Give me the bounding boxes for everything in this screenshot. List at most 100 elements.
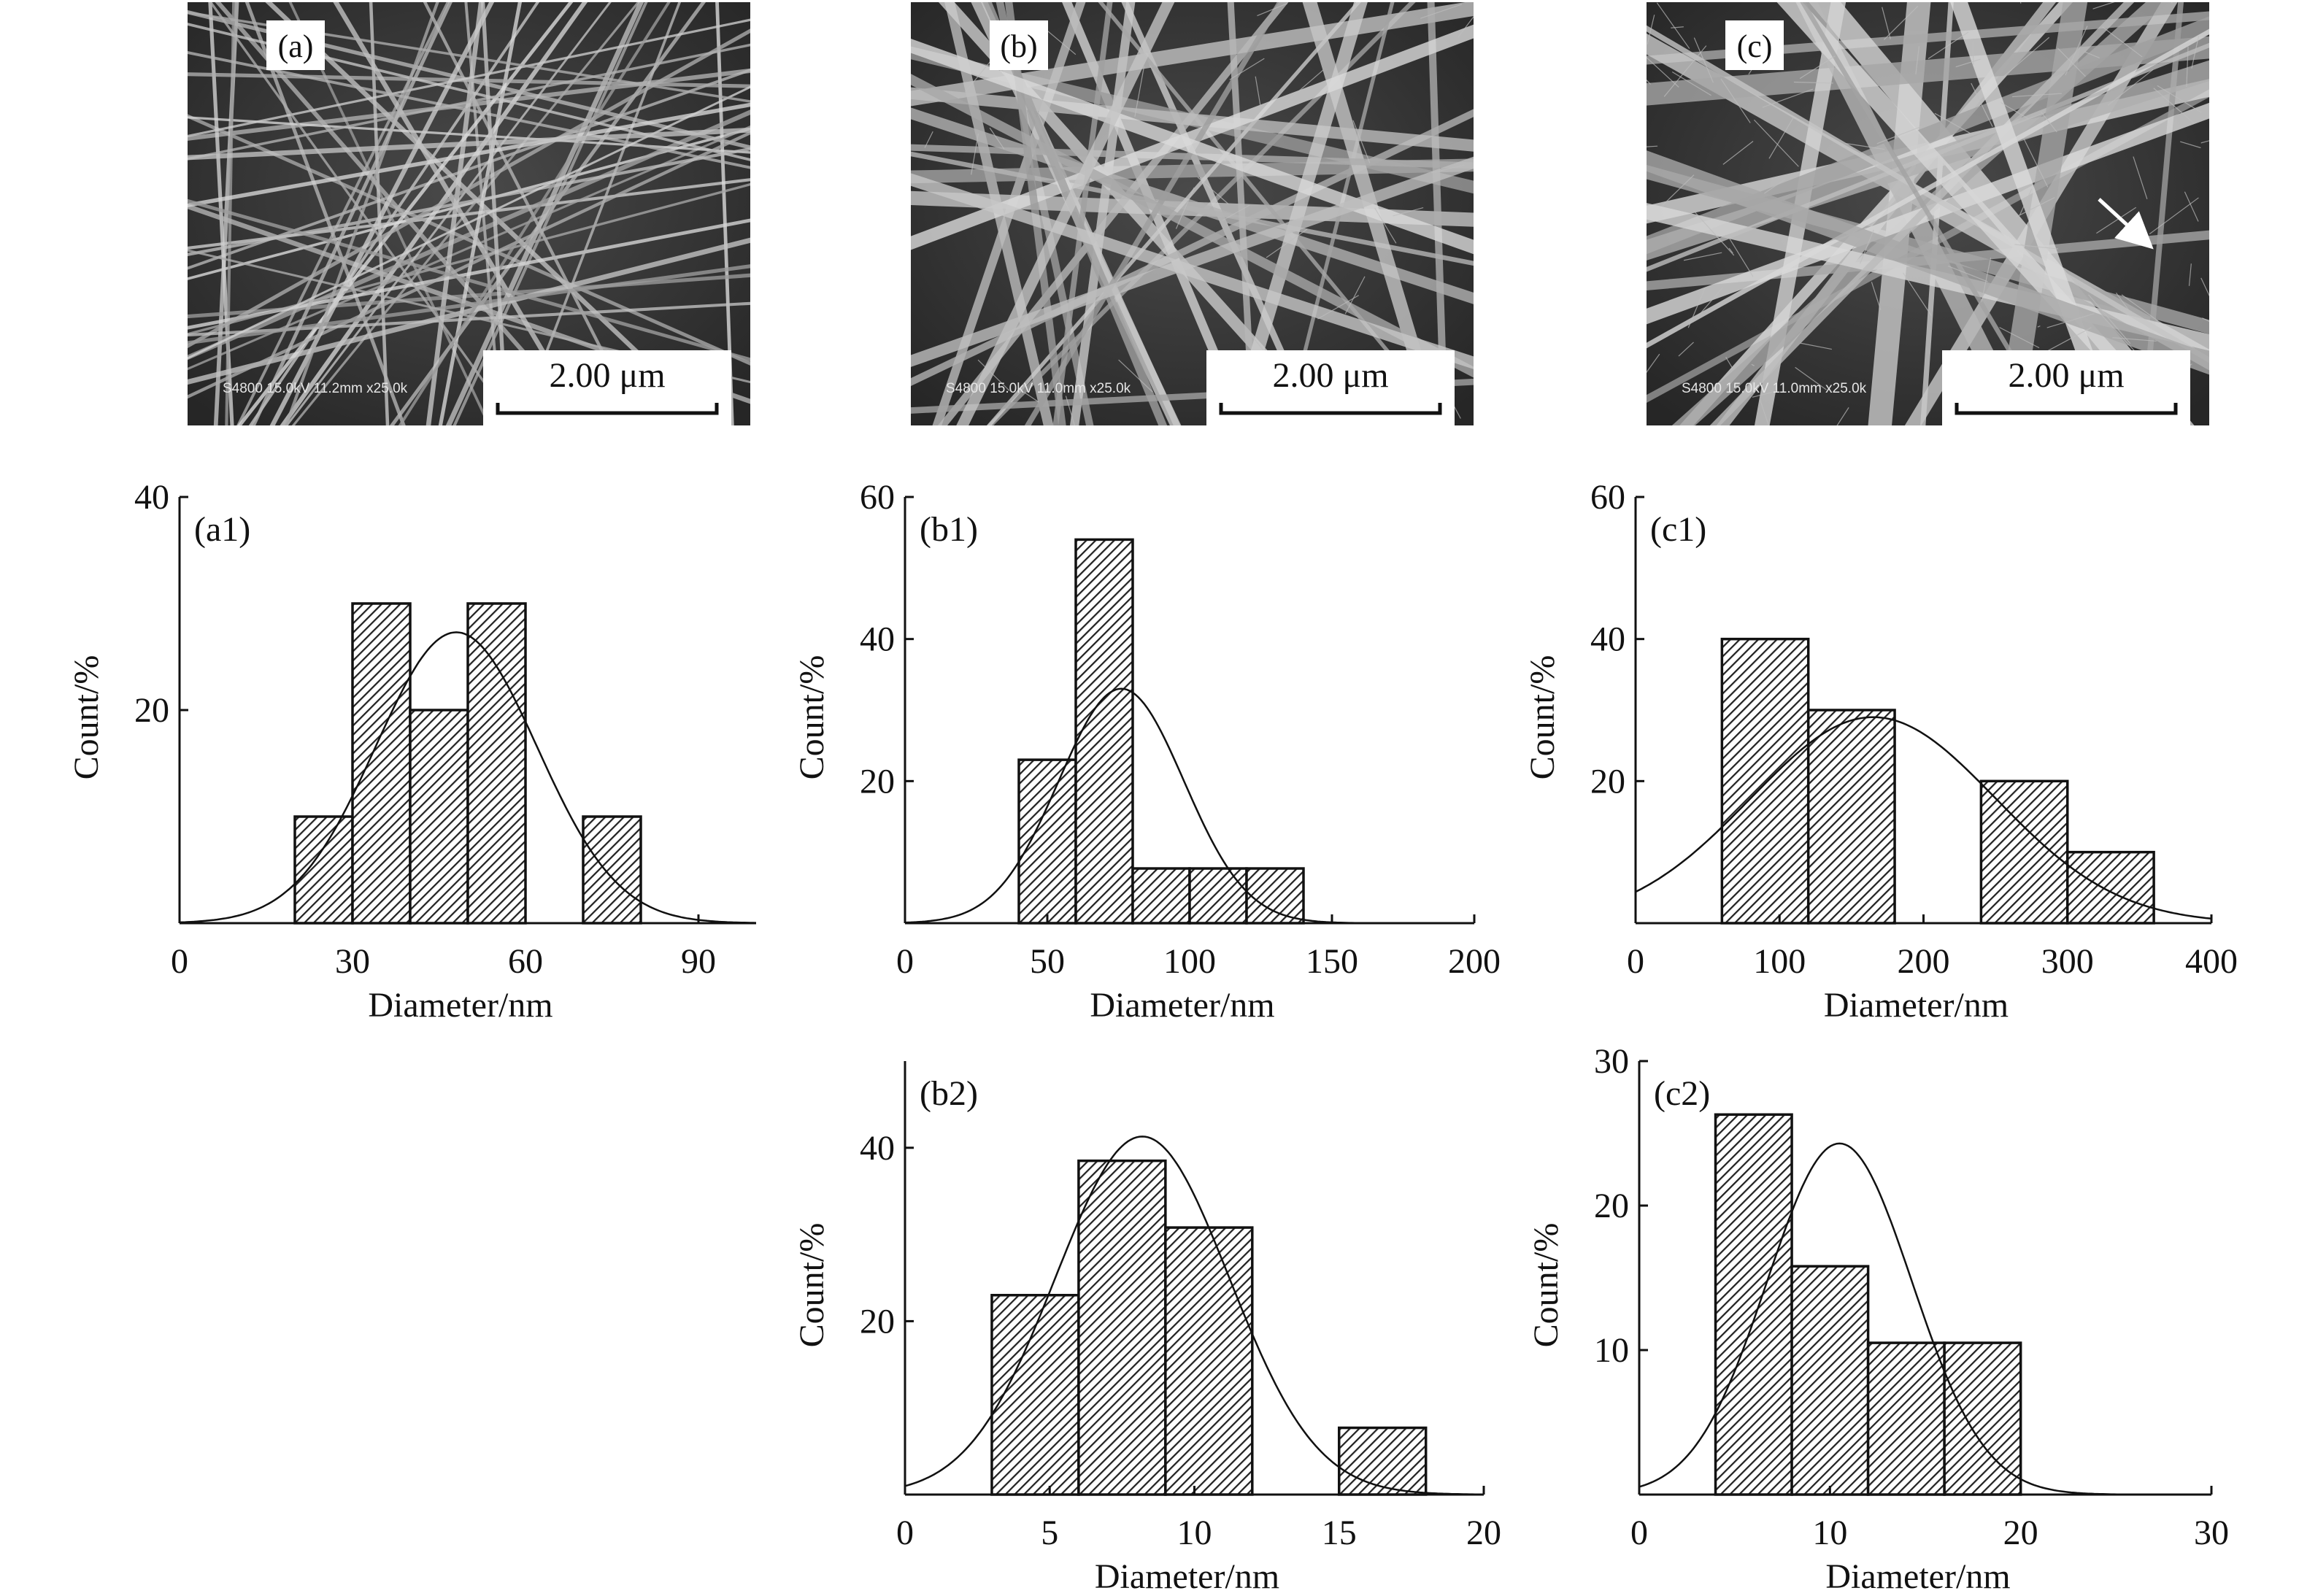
fiber: [248, 2, 540, 425]
fiber: [188, 11, 750, 103]
nanofiber: [2180, 141, 2201, 149]
y-tick-label: 40: [860, 620, 895, 659]
nanofiber: [1971, 82, 1993, 127]
fiber: [188, 72, 750, 88]
nanofiber: [1197, 177, 1229, 205]
nanofiber: [2107, 69, 2154, 106]
y-tick-label: 40: [860, 1129, 895, 1168]
nanofiber: [1762, 88, 1814, 108]
y-tick-label: 60: [860, 478, 895, 517]
nanofiber: [1947, 266, 1988, 282]
x-tick-label: 200: [1898, 942, 1950, 981]
nanofiber: [1647, 79, 1651, 85]
nanofiber: [2000, 101, 2029, 120]
x-tick-label: 400: [2185, 942, 2238, 981]
fiber: [236, 2, 450, 425]
fiber: [1709, 2, 2135, 425]
sem-image-a: (a) S4800 15.0kV 11.2mm x25.0k 2.00 μm: [188, 2, 750, 425]
sem-info-text: S4800 15.0kV 11.0mm x25.0k: [946, 381, 1131, 396]
panel-label: (b2): [920, 1074, 978, 1113]
fiber: [188, 198, 750, 362]
nanofiber: [2191, 36, 2200, 69]
nanofiber: [1285, 69, 1324, 103]
nanofiber: [1751, 363, 1755, 366]
nanofiber: [1752, 391, 1774, 398]
nanofiber: [2037, 325, 2041, 328]
histogram-b2: 0 5 10 15 20 20 40 Diameter/nm Count/% (b2): [793, 1061, 1501, 1596]
y-axis-title: Count/%: [67, 655, 106, 780]
nanofiber: [1728, 236, 1754, 277]
panel-label: (c): [1737, 28, 1773, 64]
nanofiber: [2019, 188, 2033, 216]
nanofiber: [1352, 120, 1371, 163]
histogram-bar: [466, 602, 527, 925]
x-tick-label: 20: [2003, 1514, 2038, 1552]
nanofiber: [1759, 398, 1769, 425]
nanofiber: [1420, 4, 1463, 19]
histogram-bar: [1943, 1341, 2022, 1496]
fiber: [911, 107, 1474, 304]
nanofiber: [1065, 396, 1075, 425]
nanofiber: [1175, 187, 1195, 229]
fiber: [1868, 2, 1931, 425]
x-tick-label: 30: [2194, 1514, 2229, 1552]
nanofiber: [1753, 119, 1799, 167]
histogram-bar: [1720, 637, 1810, 925]
histogram-bar: [1077, 1159, 1167, 1496]
nanofiber: [1860, 229, 1874, 264]
nanofiber: [1928, 31, 1969, 60]
nanofiber: [2200, 140, 2209, 144]
nanofiber: [1430, 164, 1465, 174]
fiber: [911, 156, 1474, 367]
fiber: [188, 43, 750, 161]
nanofiber: [1647, 145, 1658, 147]
nanofiber: [2184, 191, 2199, 222]
histogram-a1: 0 30 60 90 20 40 Diameter/nm Count/% (a1): [67, 478, 757, 1025]
scale-bar-label: 2.00 μm: [2008, 356, 2124, 395]
fiber: [280, 2, 588, 425]
fiber: [1647, 25, 2209, 363]
histogram-bar: [1188, 867, 1248, 925]
fiber: [911, 158, 1474, 184]
y-axis-title: Count/%: [793, 1223, 831, 1348]
nanofiber: [1222, 204, 1250, 221]
nanofiber: [2043, 327, 2092, 354]
nanofiber: [1903, 272, 1932, 317]
fiber: [911, 109, 1474, 387]
nanofiber: [2153, 88, 2195, 124]
nanofiber: [2092, 2, 2115, 9]
gaussian-fit-curve: [179, 631, 757, 924]
x-tick-label: 20: [1466, 1514, 1501, 1552]
nanofiber: [2188, 263, 2192, 286]
fiber: [188, 125, 750, 371]
nanofiber: [2015, 197, 2055, 217]
nanofiber: [2157, 85, 2202, 113]
nanofiber: [1836, 407, 1849, 425]
y-tick-label: 20: [1590, 762, 1625, 801]
nanofiber: [1146, 50, 1155, 66]
x-tick-label: 15: [1322, 1514, 1357, 1552]
nanofiber: [1647, 15, 1655, 45]
panel-label: (b1): [920, 510, 978, 549]
fiber: [1647, 150, 2209, 375]
nanofiber: [2121, 294, 2159, 322]
nanofiber: [1981, 258, 1992, 302]
sem-images: (a) S4800 15.0kV 11.2mm x25.0k 2.00 μm (b) S…: [188, 2, 2209, 425]
y-axis-title: Count/%: [793, 655, 831, 780]
panel-label: (c2): [1654, 1074, 1710, 1113]
fiber: [209, 2, 517, 425]
fiber: [1069, 2, 1136, 425]
sem-image-b: (b) S4800 15.0kV 11.0mm x25.0k 2.00 μm: [911, 2, 1474, 425]
scale-bar-label: 2.00 μm: [549, 356, 665, 395]
nanofiber: [1915, 46, 1920, 74]
nanofiber: [1229, 58, 1265, 80]
nanofiber: [2022, 137, 2049, 188]
nanofiber: [1693, 210, 1735, 256]
arrow-indicator: [2098, 198, 2154, 250]
nanofiber: [1671, 72, 1711, 96]
gaussian-fit-curve: [904, 1136, 1484, 1496]
nanofiber: [1697, 287, 1723, 317]
x-tick-label: 90: [681, 942, 716, 981]
nanofiber: [1882, 7, 1891, 39]
sem-info-text: S4800 15.0kV 11.0mm x25.0k: [1682, 381, 1867, 396]
